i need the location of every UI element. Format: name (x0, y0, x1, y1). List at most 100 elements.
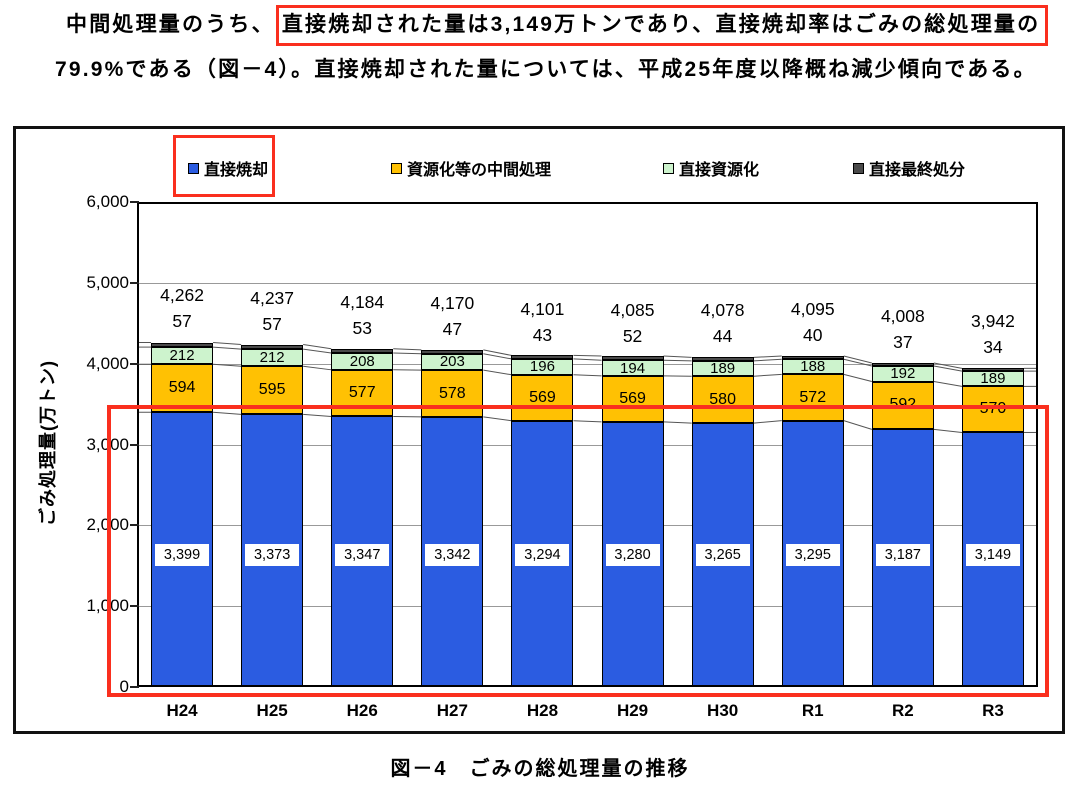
y-tick-4000 (130, 362, 139, 365)
total-value: 4,085 (610, 299, 655, 320)
value-label-intermediate-recycling-R3: 570 (979, 400, 1007, 418)
final-disposal-value: 43 (532, 324, 553, 345)
bar-H25-direct-recycling (241, 349, 304, 367)
total-label-H28: 4,101 43 (497, 296, 587, 348)
y-tick-6000 (130, 201, 139, 203)
value-label-direct-recycling-H24: 212 (169, 347, 195, 365)
bar-R2-direct-recycling (871, 366, 934, 382)
total-label-H26: 4,184 53 (317, 289, 407, 341)
bar-H29-direct-recycling (601, 360, 664, 376)
legend-swatch-direct-recycling-icon (663, 162, 674, 174)
series-connector-lines (137, 341, 1038, 433)
value-label-intermediate-recycling-H25: 595 (258, 381, 286, 399)
value-label-direct-incineration-R3: 3,149 (965, 544, 1020, 567)
y-tick-label-1000: 1,000 (86, 596, 129, 616)
bar-R3-direct-final-disposal (961, 368, 1024, 372)
red-highlight-text-box: 直接焼却された量は3,149万トンであり、直接焼却率はごみの総処理量の (275, 5, 1049, 46)
x-tick-label-H29: H29 (616, 701, 649, 720)
gridline-1000 (137, 606, 1038, 608)
total-label-H27: 4,170 47 (407, 290, 497, 342)
y-tick-label-6000: 6,000 (86, 192, 129, 211)
value-label-direct-recycling-H29: 194 (620, 359, 646, 377)
value-label-intermediate-recycling-R2: 592 (889, 396, 917, 414)
total-label-R2: 4,008 37 (858, 303, 948, 355)
legend-label-direct-final-disposal: 直接最終処分 (869, 162, 966, 179)
final-disposal-value: 57 (262, 313, 282, 334)
final-disposal-value: 37 (893, 332, 913, 353)
bar-R1-direct-recycling (781, 359, 844, 375)
value-label-direct-incineration-H26: 3,347 (335, 544, 390, 567)
value-label-direct-recycling-H30: 189 (710, 360, 736, 378)
x-tick-label-H28: H28 (526, 701, 559, 720)
gridline-5000 (137, 282, 1038, 284)
final-disposal-value: 47 (442, 318, 463, 339)
bar-H27-direct-recycling (421, 353, 484, 371)
y-tick-label-2000: 2,000 (86, 515, 129, 535)
value-label-intermediate-recycling-H30: 580 (709, 390, 736, 408)
total-value: 4,101 (520, 298, 565, 319)
value-label-direct-recycling-H25: 212 (259, 349, 285, 367)
legend-item-intermediate-recycling: 資源化等の中間処理 (391, 156, 551, 180)
bar-H28-direct-final-disposal (511, 355, 574, 359)
gridline-2000 (137, 525, 1038, 527)
total-label-R3: 3,942 34 (948, 308, 1038, 360)
x-tick-label-H26: H26 (346, 701, 378, 720)
bar-H25-direct-final-disposal (241, 344, 304, 350)
value-label-intermediate-recycling-H27: 578 (438, 384, 466, 402)
total-label-H30: 4,078 44 (678, 297, 768, 349)
final-disposal-value: 44 (712, 326, 733, 347)
x-tick-label-R2: R2 (891, 701, 914, 720)
final-disposal-value: 34 (983, 337, 1003, 358)
value-label-direct-incineration-H29: 3,280 (605, 544, 660, 567)
bar-H27-intermediate-recycling (421, 370, 484, 417)
final-disposal-value: 40 (803, 324, 823, 345)
y-tick-1000 (130, 605, 139, 608)
x-tick-label-R3: R3 (982, 701, 1004, 720)
legend: 直接焼却 資源化等の中間処理 直接資源化 直接最終処分 (16, 129, 1062, 189)
paragraph-line-1: 中間処理量のうち、 直接焼却された量は3,149万トンであり、直接焼却率はごみの総… (55, 5, 1065, 46)
value-label-direct-recycling-R2: 192 (890, 365, 916, 383)
bar-H27-direct-final-disposal (421, 349, 484, 354)
legend-item-direct-recycling: 直接資源化 (663, 156, 759, 180)
chart-frame: 直接焼却 資源化等の中間処理 直接資源化 直接最終処分 ごみ処理量(万トン) 594 2… (13, 126, 1065, 734)
bar-H24-direct-final-disposal (151, 342, 214, 348)
x-tick-label-H30: H30 (707, 701, 739, 720)
intro-paragraph: 中間処理量のうち、 直接焼却された量は3,149万トンであり、直接焼却率はごみの総… (55, 5, 1065, 85)
y-tick-label-3000: 3,000 (86, 434, 129, 454)
value-label-direct-incineration-H25: 3,373 (245, 544, 300, 567)
total-label-R1: 4,095 40 (768, 296, 858, 348)
value-label-intermediate-recycling-H29: 569 (619, 389, 646, 407)
bar-H28-intermediate-recycling (511, 374, 574, 421)
y-tick-label-0: 0 (119, 677, 129, 696)
y-tick-3000 (130, 443, 139, 446)
figure-caption: 図－4 ごみの総処理量の推移 (390, 758, 690, 780)
value-label-direct-incineration-H30: 3,265 (695, 544, 750, 567)
legend-swatch-direct-final-disposal-icon (853, 162, 864, 174)
value-label-direct-incineration-H27: 3,342 (425, 544, 480, 567)
final-disposal-value: 57 (172, 311, 192, 332)
bar-H28-direct-recycling (511, 358, 574, 375)
bar-R3-direct-recycling (961, 371, 1024, 387)
total-value: 4,262 (160, 285, 204, 306)
bar-H26-direct-final-disposal (331, 348, 394, 353)
x-tick-label-H25: H25 (256, 701, 288, 720)
bar-H29-direct-final-disposal (601, 356, 664, 361)
bar-H30-direct-recycling (691, 360, 754, 377)
bar-R2-direct-final-disposal (871, 363, 934, 367)
value-label-direct-incineration-R1: 3,295 (785, 544, 840, 567)
value-label-intermediate-recycling-R1: 572 (799, 388, 827, 406)
paragraph-line1-plain: 中間処理量のうち、 (66, 13, 275, 36)
bar-H30-intermediate-recycling (691, 376, 754, 424)
legend-item-direct-incineration: 直接焼却 (188, 156, 268, 180)
total-label-H25: 4,237 57 (227, 285, 317, 337)
value-label-direct-incineration-H24: 3,399 (155, 544, 210, 567)
final-disposal-value: 52 (622, 325, 643, 346)
total-label-H29: 4,085 52 (588, 297, 678, 349)
total-value: 4,078 (700, 300, 745, 321)
y-tick-label-4000: 4,000 (86, 353, 129, 373)
gridline-3000 (137, 444, 1038, 446)
bar-R1-intermediate-recycling (781, 374, 844, 421)
bar-R1-direct-final-disposal (781, 356, 844, 360)
legend-swatch-intermediate-recycling-icon (391, 162, 402, 174)
legend-item-direct-final-disposal: 直接最終処分 (853, 156, 965, 180)
